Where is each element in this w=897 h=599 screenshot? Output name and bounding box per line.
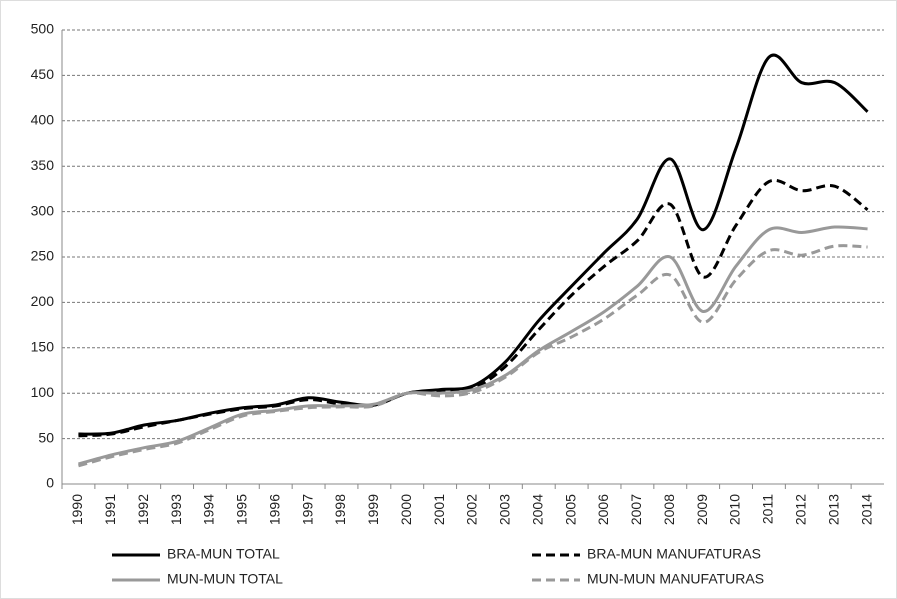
y-tick-label: 400 xyxy=(31,112,55,128)
x-tick-label: 1993 xyxy=(168,494,184,525)
legend-label: MUN-MUN TOTAL xyxy=(167,571,283,587)
x-tick-label: 2014 xyxy=(858,494,874,525)
x-tick-label: 2006 xyxy=(595,494,611,525)
x-tick-label: 1998 xyxy=(332,494,348,525)
y-tick-label: 450 xyxy=(31,66,55,82)
y-tick-label: 0 xyxy=(46,475,54,491)
x-tick-label: 2004 xyxy=(529,494,545,525)
x-tick-label: 2001 xyxy=(431,494,447,525)
y-tick-label: 200 xyxy=(31,293,55,309)
x-tick-label: 2013 xyxy=(825,494,841,525)
x-tick-label: 1996 xyxy=(266,494,282,525)
y-tick-label: 150 xyxy=(31,339,55,355)
x-tick-label: 1990 xyxy=(69,494,85,525)
y-tick-label: 100 xyxy=(31,384,55,400)
x-tick-label: 2012 xyxy=(793,494,809,525)
x-tick-label: 1997 xyxy=(299,494,315,525)
x-tick-label: 2007 xyxy=(628,494,644,525)
legend-label: MUN-MUN MANUFATURAS xyxy=(587,571,764,587)
x-tick-label: 1992 xyxy=(135,494,151,525)
x-tick-label: 1991 xyxy=(102,494,118,525)
y-tick-label: 50 xyxy=(38,429,54,445)
x-tick-label: 2003 xyxy=(497,494,513,525)
series-line xyxy=(78,244,868,468)
x-tick-label: 1999 xyxy=(365,494,381,525)
legend-label: BRA-MUN TOTAL xyxy=(167,546,280,562)
x-tick-label: 2000 xyxy=(398,494,414,525)
y-tick-label: 500 xyxy=(31,21,55,37)
x-tick-label: 2010 xyxy=(727,494,743,525)
series-line xyxy=(78,225,868,466)
series-line xyxy=(78,178,869,438)
x-tick-label: 2011 xyxy=(760,494,776,524)
y-tick-label: 300 xyxy=(31,202,55,218)
x-tick-label: 1995 xyxy=(234,494,250,525)
x-tick-label: 2009 xyxy=(694,494,710,525)
legend-label: BRA-MUN MANUFATURAS xyxy=(587,546,761,562)
x-tick-label: 2002 xyxy=(464,494,480,525)
x-tick-label: 2008 xyxy=(661,494,677,525)
y-tick-label: 350 xyxy=(31,157,55,173)
x-tick-label: 2005 xyxy=(562,494,578,525)
y-tick-label: 250 xyxy=(31,248,55,264)
x-tick-label: 1994 xyxy=(201,494,217,525)
